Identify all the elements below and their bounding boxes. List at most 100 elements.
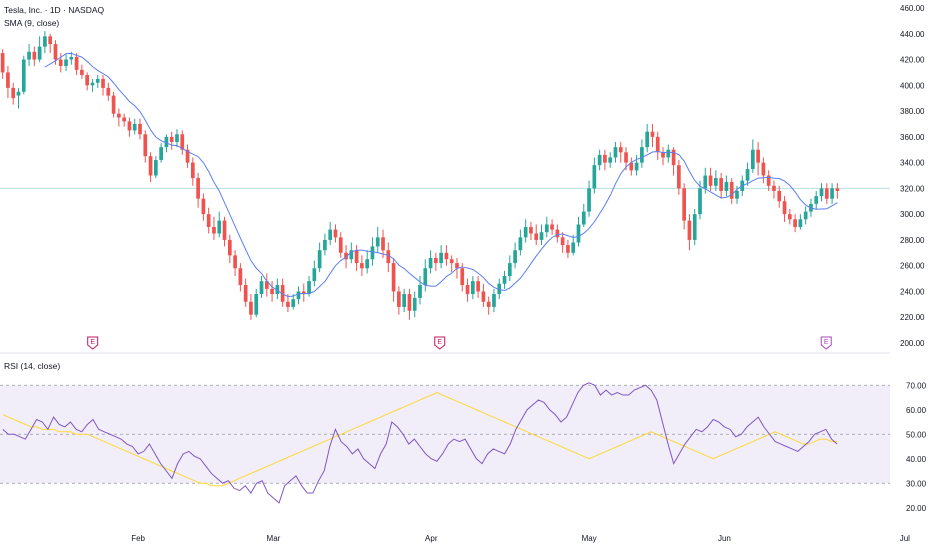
candle[interactable] bbox=[803, 206, 808, 225]
candle[interactable] bbox=[206, 207, 211, 234]
candle[interactable] bbox=[48, 33, 53, 54]
candle[interactable] bbox=[555, 224, 560, 243]
candle[interactable] bbox=[391, 257, 396, 302]
candle[interactable] bbox=[449, 255, 454, 273]
candle[interactable] bbox=[544, 216, 549, 238]
candle[interactable] bbox=[386, 242, 391, 273]
candle[interactable] bbox=[217, 211, 222, 238]
candle[interactable] bbox=[571, 234, 576, 256]
candle[interactable] bbox=[481, 283, 486, 307]
candle[interactable] bbox=[539, 224, 544, 246]
earnings-marker[interactable]: E bbox=[87, 336, 99, 350]
candle[interactable] bbox=[43, 31, 47, 54]
candle[interactable] bbox=[534, 224, 539, 246]
candle[interactable] bbox=[154, 156, 158, 179]
candle[interactable] bbox=[227, 234, 232, 264]
candle[interactable] bbox=[814, 190, 819, 209]
candle[interactable] bbox=[16, 87, 21, 109]
candle[interactable] bbox=[645, 123, 650, 153]
candle[interactable] bbox=[201, 193, 206, 221]
candle[interactable] bbox=[254, 288, 259, 318]
earnings-marker[interactable]: E bbox=[434, 336, 446, 350]
candle[interactable] bbox=[365, 250, 370, 274]
candle[interactable] bbox=[486, 296, 491, 315]
candle[interactable] bbox=[587, 180, 591, 217]
candle[interactable] bbox=[629, 157, 634, 176]
candle[interactable] bbox=[613, 142, 618, 163]
candle[interactable] bbox=[661, 147, 665, 166]
candle[interactable] bbox=[529, 221, 533, 240]
candle[interactable] bbox=[264, 273, 269, 297]
candle[interactable] bbox=[502, 270, 507, 289]
candle[interactable] bbox=[513, 242, 517, 269]
candle[interactable] bbox=[196, 172, 200, 208]
candle[interactable] bbox=[640, 139, 644, 168]
candle[interactable] bbox=[560, 232, 565, 253]
candle[interactable] bbox=[106, 82, 111, 101]
candle[interactable] bbox=[756, 142, 760, 176]
candle[interactable] bbox=[830, 183, 834, 204]
candle[interactable] bbox=[238, 263, 243, 292]
candle[interactable] bbox=[6, 65, 10, 99]
candle[interactable] bbox=[275, 278, 280, 300]
candle[interactable] bbox=[169, 131, 174, 150]
candle[interactable] bbox=[270, 281, 274, 302]
candle[interactable] bbox=[798, 214, 803, 230]
candle[interactable] bbox=[566, 239, 570, 258]
candle[interactable] bbox=[397, 286, 401, 315]
candle[interactable] bbox=[338, 232, 343, 258]
candle[interactable] bbox=[603, 149, 607, 171]
candle[interactable] bbox=[27, 44, 31, 66]
candle[interactable] bbox=[360, 255, 364, 276]
candle[interactable] bbox=[143, 130, 148, 163]
candle[interactable] bbox=[835, 183, 840, 199]
candle[interactable] bbox=[581, 203, 586, 228]
candle[interactable] bbox=[724, 175, 729, 197]
candle[interactable] bbox=[90, 78, 95, 92]
candle[interactable] bbox=[58, 53, 63, 73]
candle[interactable] bbox=[592, 157, 597, 194]
candle[interactable] bbox=[576, 216, 581, 247]
candle[interactable] bbox=[95, 75, 100, 88]
candle[interactable] bbox=[180, 130, 185, 155]
price-panel[interactable]: Tesla, Inc. · 1D · NASDAQ SMA (9, close)… bbox=[0, 4, 925, 350]
candle[interactable] bbox=[793, 214, 797, 233]
candle[interactable] bbox=[11, 82, 16, 105]
candle[interactable] bbox=[460, 263, 465, 292]
candle[interactable] bbox=[465, 278, 470, 302]
candle[interactable] bbox=[412, 291, 417, 318]
candle[interactable] bbox=[21, 55, 26, 95]
candle[interactable] bbox=[476, 276, 480, 298]
candle[interactable] bbox=[677, 160, 681, 195]
candle[interactable] bbox=[101, 75, 105, 96]
candle[interactable] bbox=[381, 229, 385, 258]
candle[interactable] bbox=[80, 64, 84, 79]
candle[interactable] bbox=[708, 167, 713, 191]
candle[interactable] bbox=[819, 183, 824, 202]
candle[interactable] bbox=[597, 149, 602, 171]
rsi-panel[interactable]: RSI (14, close) 20.00 30.00 40.00 50.00 60.0… bbox=[0, 361, 927, 513]
candle[interactable] bbox=[0, 49, 5, 79]
candle[interactable] bbox=[323, 233, 327, 256]
candle[interactable] bbox=[523, 219, 528, 243]
candle[interactable] bbox=[618, 142, 623, 163]
candle[interactable] bbox=[349, 242, 354, 264]
candle[interactable] bbox=[243, 278, 248, 307]
candle[interactable] bbox=[280, 278, 285, 307]
candle[interactable] bbox=[634, 154, 639, 176]
candle[interactable] bbox=[111, 91, 116, 118]
candle[interactable] bbox=[402, 288, 406, 313]
candle[interactable] bbox=[750, 139, 755, 173]
candle[interactable] bbox=[185, 144, 190, 168]
candle[interactable] bbox=[117, 108, 121, 127]
candle[interactable] bbox=[787, 209, 792, 225]
candle[interactable] bbox=[212, 216, 216, 240]
candle[interactable] bbox=[761, 157, 766, 184]
candle[interactable] bbox=[286, 294, 290, 313]
candle[interactable] bbox=[375, 227, 380, 253]
candle[interactable] bbox=[824, 183, 829, 204]
candle[interactable] bbox=[666, 144, 671, 163]
candle[interactable] bbox=[492, 288, 496, 313]
candle[interactable] bbox=[745, 162, 750, 186]
candle[interactable] bbox=[132, 118, 137, 135]
